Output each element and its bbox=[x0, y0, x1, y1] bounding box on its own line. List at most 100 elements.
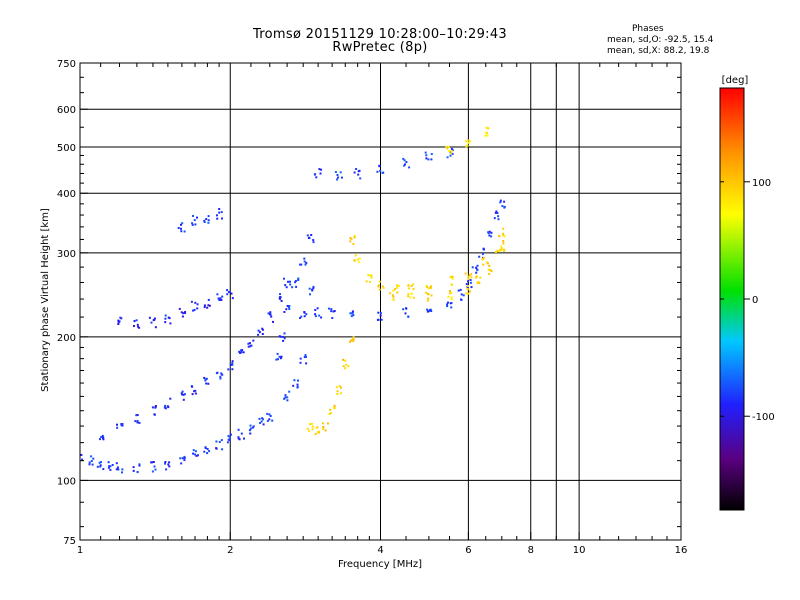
data-point bbox=[248, 429, 251, 432]
data-point bbox=[282, 339, 285, 342]
data-point bbox=[459, 288, 462, 291]
data-point bbox=[220, 372, 223, 375]
data-point bbox=[221, 448, 224, 451]
data-point bbox=[467, 139, 470, 142]
data-point bbox=[357, 170, 360, 173]
data-point bbox=[165, 468, 168, 471]
data-point bbox=[357, 173, 360, 176]
data-point bbox=[430, 153, 433, 155]
data-point bbox=[231, 360, 234, 363]
data-point bbox=[138, 326, 141, 329]
data-point bbox=[243, 437, 245, 440]
data-point bbox=[154, 405, 157, 407]
data-point bbox=[283, 337, 286, 340]
data-point bbox=[488, 268, 491, 271]
data-point bbox=[467, 141, 470, 144]
data-point bbox=[208, 450, 211, 453]
data-point bbox=[503, 200, 506, 203]
data-point bbox=[352, 336, 355, 339]
data-point bbox=[81, 458, 84, 461]
data-point bbox=[203, 450, 206, 453]
data-point bbox=[350, 315, 353, 318]
data-point bbox=[116, 426, 119, 429]
data-point bbox=[382, 286, 385, 289]
data-point bbox=[320, 168, 323, 171]
data-point bbox=[226, 293, 229, 296]
data-point bbox=[205, 382, 208, 385]
data-point bbox=[349, 237, 352, 239]
data-point bbox=[191, 222, 194, 225]
data-point bbox=[314, 433, 317, 436]
data-point bbox=[309, 423, 312, 426]
data-point bbox=[206, 452, 209, 455]
data-point bbox=[231, 368, 234, 371]
data-point bbox=[154, 468, 157, 471]
y-tick-label: 300 bbox=[57, 249, 76, 260]
data-point bbox=[487, 268, 490, 271]
data-point bbox=[286, 399, 289, 402]
data-point bbox=[495, 250, 497, 253]
data-point bbox=[449, 289, 451, 292]
data-point bbox=[136, 420, 139, 423]
data-point bbox=[192, 215, 194, 217]
phase-stats-o-mode: mean, sd,O: -92.5, 15.4 bbox=[607, 35, 714, 45]
data-point bbox=[377, 311, 380, 314]
data-point bbox=[318, 314, 321, 317]
data-point bbox=[278, 355, 281, 358]
data-point bbox=[429, 286, 432, 289]
data-point bbox=[257, 333, 260, 336]
data-point bbox=[107, 461, 110, 464]
data-point bbox=[99, 438, 101, 441]
data-point bbox=[379, 314, 382, 317]
data-point bbox=[312, 239, 315, 241]
data-point bbox=[447, 295, 450, 298]
data-point bbox=[181, 390, 184, 393]
data-point bbox=[446, 156, 449, 159]
data-point bbox=[309, 293, 311, 296]
data-point bbox=[303, 356, 306, 359]
data-point bbox=[167, 463, 170, 466]
data-point bbox=[220, 439, 223, 442]
data-point bbox=[336, 390, 339, 393]
data-point bbox=[182, 393, 185, 396]
data-point bbox=[259, 422, 262, 424]
data-point bbox=[354, 254, 357, 257]
y-axis-ticks: 75 100 200 300 400 500 600 750 bbox=[57, 59, 681, 547]
data-point bbox=[135, 414, 138, 417]
data-point bbox=[380, 318, 383, 321]
data-point bbox=[219, 297, 222, 300]
data-point bbox=[308, 236, 311, 239]
data-point bbox=[179, 457, 182, 460]
data-point bbox=[312, 287, 315, 290]
data-point bbox=[446, 147, 449, 150]
data-point bbox=[499, 249, 502, 252]
data-point bbox=[261, 417, 264, 420]
data-point bbox=[475, 275, 478, 278]
data-point bbox=[96, 465, 99, 468]
data-point bbox=[193, 219, 196, 222]
data-point bbox=[207, 219, 210, 222]
data-point bbox=[319, 172, 322, 175]
data-point bbox=[217, 297, 220, 300]
data-point bbox=[292, 384, 295, 387]
x-tick-label: 2 bbox=[227, 545, 233, 556]
data-point bbox=[370, 274, 373, 277]
data-point bbox=[353, 259, 356, 262]
data-point bbox=[168, 461, 171, 464]
data-point bbox=[315, 426, 318, 429]
data-point bbox=[425, 291, 428, 294]
data-point bbox=[100, 436, 103, 438]
data-point bbox=[324, 429, 327, 432]
data-point bbox=[338, 385, 341, 388]
data-point bbox=[502, 249, 505, 251]
data-point bbox=[296, 383, 299, 386]
data-point bbox=[377, 318, 380, 321]
data-point bbox=[194, 389, 197, 392]
data-point bbox=[218, 211, 221, 214]
data-point bbox=[425, 154, 428, 157]
data-point bbox=[450, 296, 453, 299]
data-point bbox=[191, 223, 194, 226]
data-point bbox=[207, 298, 210, 301]
data-point bbox=[351, 310, 354, 313]
data-point bbox=[446, 305, 449, 308]
